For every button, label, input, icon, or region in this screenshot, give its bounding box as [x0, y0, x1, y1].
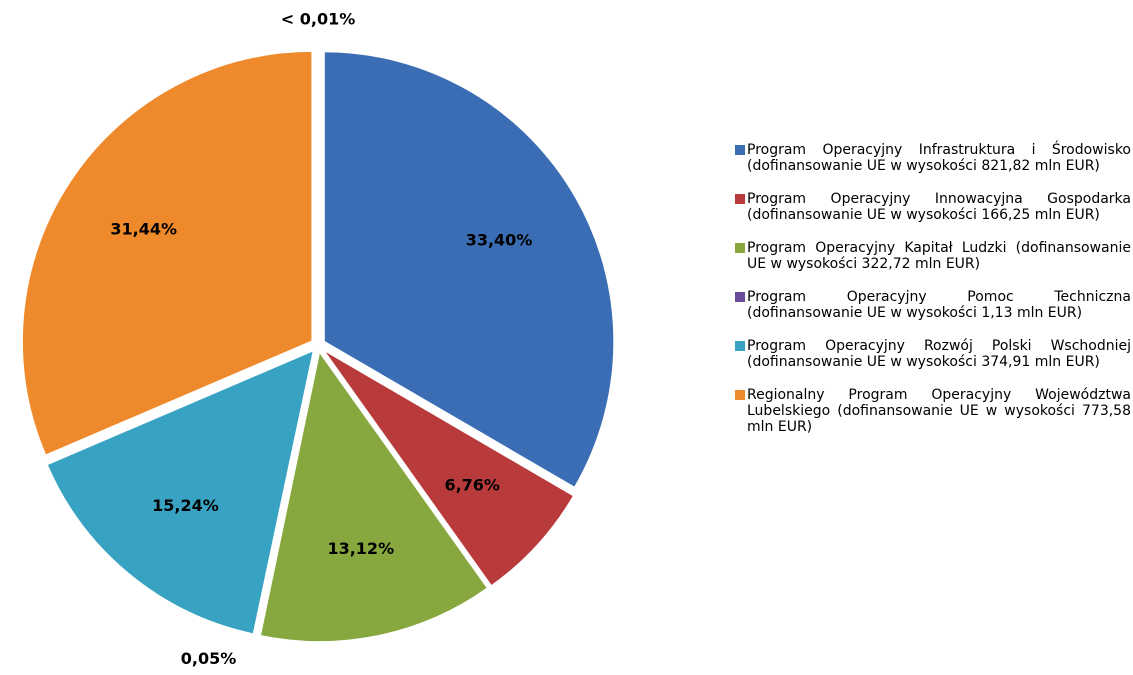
data-label: 15,24% [152, 496, 219, 515]
legend-entry: Program Operacyjny Rozwój Polski Wschodn… [735, 338, 1131, 370]
legend-swatch [735, 341, 745, 351]
legend-entry: Program Operacyjny Infrastruktura i Środ… [735, 142, 1131, 174]
legend-swatch [735, 292, 745, 302]
legend-label: Program Operacyjny Pomoc Techniczna (dof… [747, 289, 1131, 321]
data-label: 13,12% [327, 539, 394, 558]
legend-swatch [735, 194, 745, 204]
legend-entry: Program Operacyjny Kapitał Ludzki (dofin… [735, 240, 1131, 272]
pie-slice [323, 50, 615, 489]
data-label: 33,40% [466, 230, 533, 249]
legend-entry: Program Operacyjny Innowacyjna Gospodark… [735, 191, 1131, 223]
data-label: 31,44% [110, 220, 177, 239]
legend-label: Program Operacyjny Innowacyjna Gospodark… [747, 191, 1131, 223]
data-label: 6,76% [444, 475, 500, 494]
legend-swatch [735, 145, 745, 155]
pie-slice [255, 351, 318, 637]
pie-slice [322, 349, 575, 588]
legend-label: Program Operacyjny Kapitał Ludzki (dofin… [747, 240, 1131, 272]
pie-slice [45, 349, 315, 635]
legend-label: Program Operacyjny Infrastruktura i Środ… [747, 142, 1131, 174]
pie-slice [259, 350, 489, 643]
pie-slice [21, 50, 313, 457]
annotation: < 0,01% [281, 10, 355, 29]
legend-entry: Regionalny Program Operacyjny Województw… [735, 387, 1131, 435]
legend-entry: Program Operacyjny Pomoc Techniczna (dof… [735, 289, 1131, 321]
legend: Program Operacyjny Infrastruktura i Środ… [735, 142, 1131, 435]
legend-swatch [735, 243, 745, 253]
data-label: 0,05% [181, 649, 237, 668]
legend-label: Program Operacyjny Rozwój Polski Wschodn… [747, 338, 1131, 370]
chart: < 0,01% 33,40% 6,76% 13,12% 0,05% 15,24% 31,4… [21, 10, 615, 668]
legend-swatch [735, 390, 745, 400]
legend-label: Regionalny Program Operacyjny Województw… [747, 387, 1131, 435]
